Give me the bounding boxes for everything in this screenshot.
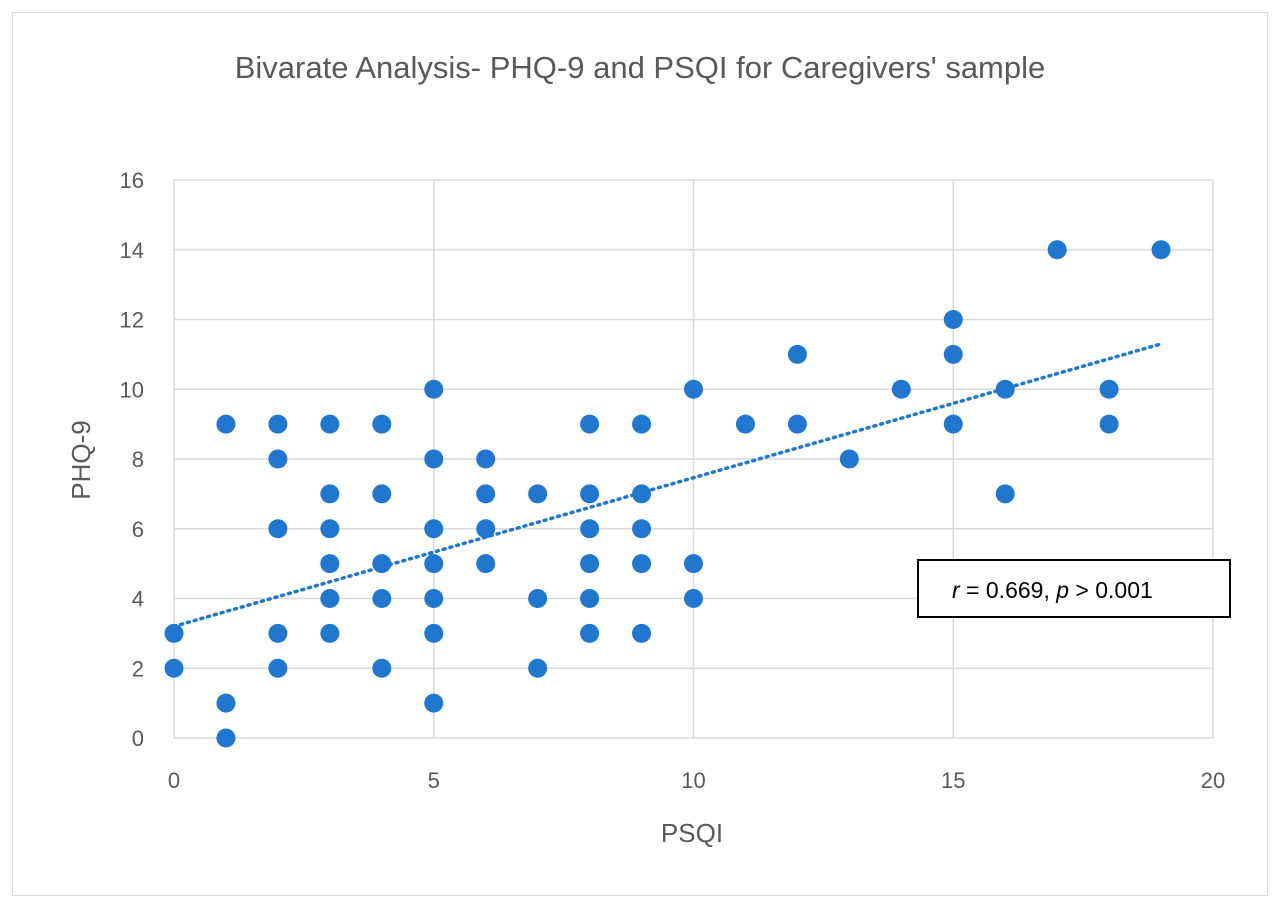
data-point — [372, 554, 392, 574]
data-point — [268, 519, 288, 539]
data-point — [632, 484, 652, 504]
data-point — [580, 414, 600, 434]
y-tick-label: 8 — [132, 447, 144, 472]
data-point — [372, 414, 392, 434]
data-point — [1151, 240, 1171, 260]
y-axis-title: PHQ-9 — [66, 420, 96, 499]
r-symbol: r — [952, 577, 961, 603]
y-tick-label: 12 — [120, 308, 144, 333]
data-point — [372, 589, 392, 608]
data-point — [580, 484, 600, 504]
data-point — [1099, 414, 1119, 434]
p-value: > 0.001 — [1069, 577, 1153, 603]
chart-frame — [12, 12, 1268, 896]
data-point — [1047, 240, 1067, 260]
y-tick-label: 14 — [120, 238, 144, 263]
data-point — [632, 554, 652, 574]
grid-lines — [173, 179, 1214, 739]
stats-annotation: r = 0.669, p > 0.001 — [917, 559, 1231, 618]
x-tick-label: 5 — [428, 768, 440, 793]
data-point — [528, 484, 548, 504]
data-points — [164, 240, 1171, 748]
data-point — [632, 623, 652, 643]
data-point — [320, 589, 340, 608]
stats-annotation-box — [917, 559, 1231, 618]
data-point — [943, 344, 963, 364]
data-point — [839, 449, 859, 469]
data-point — [268, 449, 288, 469]
data-point — [424, 554, 444, 574]
data-point — [424, 449, 444, 469]
data-point — [216, 693, 236, 713]
data-point — [268, 658, 288, 678]
data-point — [1099, 379, 1119, 399]
y-tick-label: 4 — [132, 587, 144, 612]
data-point — [943, 414, 963, 434]
y-tick-label: 2 — [132, 656, 144, 681]
data-point — [216, 728, 236, 748]
data-point — [528, 658, 548, 678]
y-tick-label: 16 — [120, 168, 144, 193]
stats-annotation-text: r = 0.669, p > 0.001 — [952, 577, 1153, 603]
data-point — [580, 589, 600, 608]
data-point — [580, 554, 600, 574]
x-tick-label: 0 — [168, 768, 180, 793]
data-point — [320, 554, 340, 574]
data-point — [164, 623, 184, 643]
data-point — [372, 484, 392, 504]
data-point — [320, 484, 340, 504]
chart-title: Bivarate Analysis- PHQ-9 and PSQI for Ca… — [235, 50, 1046, 85]
y-tick-label: 0 — [132, 726, 144, 751]
data-point — [735, 414, 755, 434]
data-point — [372, 658, 392, 678]
data-point — [476, 519, 496, 539]
y-tick-label: 10 — [120, 377, 144, 402]
data-point — [424, 519, 444, 539]
data-point — [164, 658, 184, 678]
tick-labels: 0 2 4 6 8 10 12 14 16 0 5 10 15 20 — [120, 168, 1226, 793]
data-point — [476, 554, 496, 574]
data-point — [424, 379, 444, 399]
data-point — [684, 554, 703, 574]
data-point — [320, 519, 340, 539]
data-point — [891, 379, 911, 399]
data-point — [424, 589, 444, 608]
r-value: = 0.669, — [960, 577, 1057, 603]
data-point — [320, 623, 340, 643]
x-tick-label: 20 — [1201, 768, 1225, 793]
data-point — [995, 484, 1015, 504]
data-point — [995, 379, 1015, 399]
data-point — [424, 623, 444, 643]
data-point — [268, 414, 288, 434]
y-tick-label: 6 — [132, 517, 144, 542]
x-axis-title: PSQI — [661, 818, 723, 848]
data-point — [580, 623, 600, 643]
data-point — [787, 344, 807, 364]
data-point — [424, 693, 444, 713]
data-point — [684, 379, 703, 399]
data-point — [787, 414, 807, 434]
data-point — [320, 414, 340, 434]
p-symbol: p — [1055, 577, 1069, 603]
data-point — [476, 484, 496, 504]
data-point — [632, 519, 652, 539]
data-point — [580, 519, 600, 539]
x-tick-label: 10 — [681, 768, 705, 793]
data-point — [528, 589, 548, 608]
data-point — [632, 414, 652, 434]
x-tick-label: 15 — [941, 768, 965, 793]
data-point — [943, 310, 963, 329]
data-point — [268, 623, 288, 643]
data-point — [476, 449, 496, 469]
data-point — [216, 414, 236, 434]
data-point — [684, 589, 703, 608]
